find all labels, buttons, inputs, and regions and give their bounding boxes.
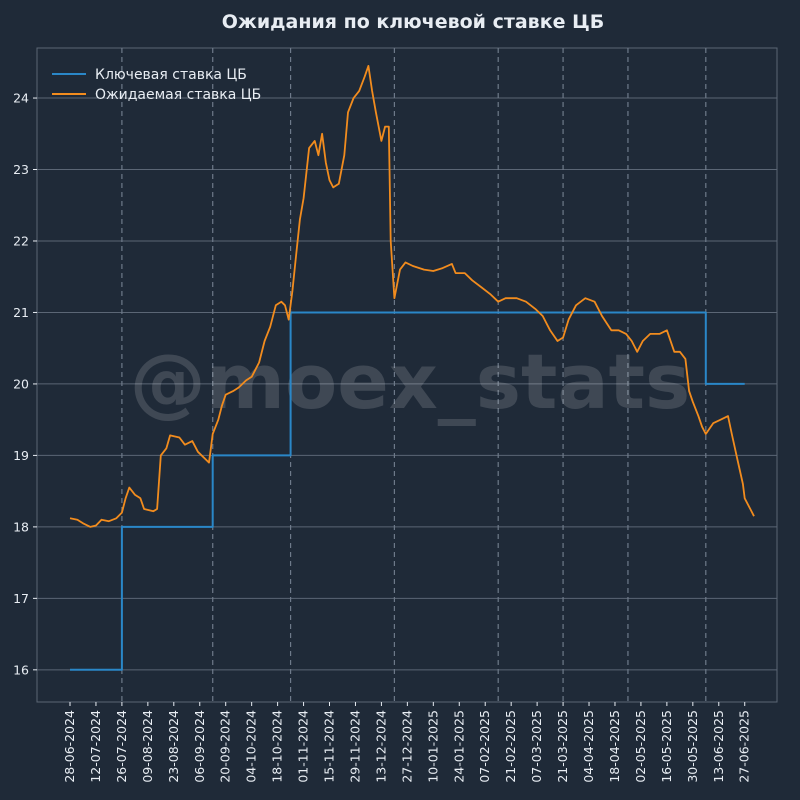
x-tick-label: 28-06-2024	[62, 710, 77, 783]
y-tick-label: 23	[13, 162, 29, 177]
y-tick-label: 19	[13, 448, 29, 463]
watermark: @moex_stats	[130, 337, 690, 426]
x-tick-label: 27-12-2024	[399, 710, 414, 783]
series-lines	[69, 65, 755, 671]
legend: Ключевая ставка ЦБ Ожидаемая ставка ЦБ	[52, 67, 261, 103]
legend-label-key-rate: Ключевая ставка ЦБ	[95, 67, 247, 83]
x-tick-label: 13-12-2024	[373, 710, 388, 783]
x-tick-label: 21-02-2025	[503, 710, 518, 783]
y-tick-label: 17	[13, 591, 29, 606]
x-tick-label: 13-06-2025	[711, 710, 726, 783]
y-tick-label: 24	[13, 91, 29, 106]
y-axis-ticks: 16 17 18 19 20 21 22 23 24	[13, 91, 37, 677]
x-tick-label: 27-06-2025	[737, 710, 752, 783]
x-axis-ticks: 28-06-2024 12-07-2024 26-07-2024 09-08-2024…	[62, 702, 752, 783]
x-tick-label: 26-07-2024	[114, 710, 129, 783]
x-tick-label: 01-11-2024	[296, 710, 311, 783]
series-line-expected-rate	[69, 65, 755, 528]
x-tick-label: 04-10-2024	[244, 710, 259, 783]
x-tick-label: 06-09-2024	[192, 710, 207, 783]
x-tick-label: 16-05-2025	[659, 710, 674, 783]
series-line-key-rate	[70, 311, 745, 671]
y-tick-label: 22	[13, 233, 29, 248]
y-tick-label: 20	[13, 376, 29, 391]
y-tick-label: 18	[13, 519, 29, 534]
x-tick-label: 24-01-2025	[451, 710, 466, 783]
chart-title: Ожидания по ключевой ставке ЦБ	[222, 11, 604, 33]
event-lines	[121, 48, 707, 702]
x-tick-label: 07-02-2025	[477, 710, 492, 783]
x-tick-label: 10-01-2025	[425, 710, 440, 783]
x-tick-label: 02-05-2025	[633, 710, 648, 783]
x-tick-label: 21-03-2025	[555, 710, 570, 783]
x-tick-label: 07-03-2025	[529, 710, 544, 783]
x-tick-label: 12-07-2024	[88, 710, 103, 783]
y-tick-label: 21	[13, 305, 29, 320]
x-tick-label: 30-05-2025	[685, 710, 700, 783]
x-tick-label: 09-08-2024	[140, 710, 155, 783]
x-tick-label: 29-11-2024	[347, 710, 362, 783]
y-tick-label: 16	[13, 662, 29, 677]
x-tick-label: 15-11-2024	[322, 710, 337, 783]
x-tick-label: 18-10-2024	[270, 710, 285, 783]
legend-label-expected-rate: Ожидаемая ставка ЦБ	[95, 87, 261, 103]
x-tick-label: 23-08-2024	[166, 710, 181, 783]
x-tick-label: 04-04-2025	[581, 710, 596, 783]
x-tick-label: 18-04-2025	[607, 710, 622, 783]
x-tick-label: 20-09-2024	[218, 710, 233, 783]
